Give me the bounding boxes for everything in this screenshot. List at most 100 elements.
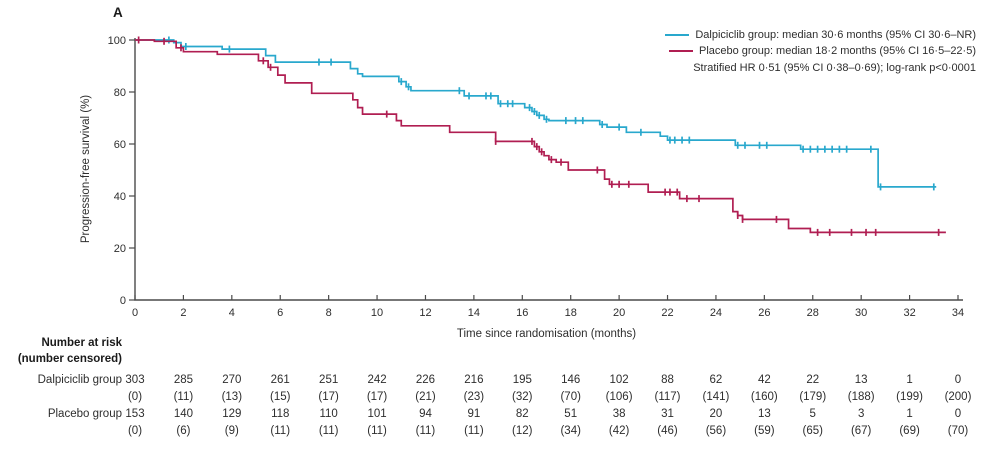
svg-text:20: 20 bbox=[114, 243, 126, 255]
risk-count: 38 bbox=[612, 408, 626, 420]
censored-count: (106) bbox=[605, 391, 633, 403]
svg-text:4: 4 bbox=[229, 307, 235, 319]
censored-count: (11) bbox=[173, 391, 194, 403]
risk-count: 140 bbox=[173, 408, 193, 420]
risk-count: 195 bbox=[512, 374, 532, 386]
risk-count: 102 bbox=[609, 374, 629, 386]
risk-table-header-2: (number censored) bbox=[17, 353, 122, 365]
placebo-line-swatch bbox=[669, 50, 693, 52]
panel-label: A bbox=[113, 5, 123, 20]
censored-count: (199) bbox=[896, 391, 923, 403]
censored-count: (12) bbox=[512, 425, 533, 437]
risk-count: 129 bbox=[222, 408, 242, 420]
censored-count: (42) bbox=[608, 425, 630, 437]
censored-count: (23) bbox=[463, 391, 485, 403]
legend-label-dalpiciclib: Dalpiciclib group: median 30·6 months (9… bbox=[695, 29, 976, 41]
svg-text:32: 32 bbox=[903, 307, 915, 319]
risk-row-label-dalpiciclib: Dalpiciclib group bbox=[37, 374, 122, 386]
censored-count: (34) bbox=[560, 425, 581, 437]
censored-count: (17) bbox=[366, 391, 388, 403]
svg-text:0: 0 bbox=[120, 295, 126, 307]
censored-count: (9) bbox=[224, 425, 239, 437]
censored-count: (13) bbox=[221, 391, 243, 403]
risk-count: 13 bbox=[854, 374, 868, 386]
censored-count: (70) bbox=[947, 425, 969, 437]
censored-count: (46) bbox=[657, 425, 678, 437]
censored-count: (11) bbox=[318, 425, 339, 437]
risk-count: 1 bbox=[906, 408, 913, 420]
risk-count: 91 bbox=[467, 408, 481, 420]
censored-count: (0) bbox=[127, 391, 143, 403]
censored-count: (56) bbox=[705, 425, 727, 437]
risk-count: 13 bbox=[757, 408, 771, 420]
risk-count: 118 bbox=[271, 408, 290, 420]
risk-count: 101 bbox=[367, 408, 387, 420]
risk-count: 88 bbox=[661, 374, 674, 386]
risk-count: 22 bbox=[806, 374, 820, 386]
svg-text:100: 100 bbox=[108, 35, 126, 47]
svg-text:20: 20 bbox=[613, 307, 625, 319]
censored-count: (59) bbox=[754, 425, 775, 437]
risk-count: 216 bbox=[464, 374, 484, 386]
svg-text:18: 18 bbox=[565, 307, 577, 319]
svg-text:12: 12 bbox=[419, 307, 431, 319]
censored-count: (179) bbox=[799, 391, 827, 403]
risk-count: 0 bbox=[954, 374, 962, 386]
risk-count: 31 bbox=[661, 408, 674, 420]
svg-text:40: 40 bbox=[114, 191, 126, 203]
censored-count: (200) bbox=[944, 391, 972, 403]
svg-text:28: 28 bbox=[807, 307, 819, 319]
svg-text:14: 14 bbox=[468, 307, 480, 319]
censored-count: (67) bbox=[850, 425, 872, 437]
risk-count: 242 bbox=[367, 374, 387, 386]
svg-text:0: 0 bbox=[132, 307, 138, 319]
risk-count: 82 bbox=[515, 408, 529, 420]
svg-text:8: 8 bbox=[326, 307, 332, 319]
censored-count: (117) bbox=[654, 391, 681, 403]
risk-count: 20 bbox=[709, 408, 723, 420]
risk-count: 303 bbox=[125, 374, 145, 386]
censored-count: (6) bbox=[176, 425, 191, 437]
risk-count: 261 bbox=[270, 374, 290, 386]
svg-text:80: 80 bbox=[114, 87, 126, 99]
legend-note-hr: Stratified HR 0·51 (95% CI 0·38–0·69); l… bbox=[693, 62, 976, 74]
svg-text:30: 30 bbox=[855, 307, 867, 319]
svg-text:2: 2 bbox=[180, 307, 186, 319]
censored-count: (15) bbox=[270, 391, 291, 403]
censored-count: (11) bbox=[270, 425, 291, 437]
risk-count: 51 bbox=[564, 408, 578, 420]
legend-label-placebo: Placebo group: median 18·2 months (95% C… bbox=[699, 45, 976, 57]
censored-count: (69) bbox=[899, 425, 920, 437]
censored-count: (17) bbox=[318, 391, 339, 403]
legend-item-dalpiciclib: Dalpiciclib group: median 30·6 months (9… bbox=[665, 27, 976, 43]
risk-row-label-placebo: Placebo group bbox=[47, 408, 122, 420]
risk-count: 62 bbox=[709, 374, 723, 386]
censored-count: (32) bbox=[512, 391, 533, 403]
svg-text:24: 24 bbox=[710, 307, 722, 319]
risk-count: 285 bbox=[173, 374, 193, 386]
x-axis-title: Time since randomisation (months) bbox=[456, 328, 637, 340]
risk-count: 146 bbox=[561, 374, 581, 386]
svg-text:16: 16 bbox=[516, 307, 528, 319]
risk-count: 251 bbox=[319, 374, 339, 386]
risk-count: 1 bbox=[906, 374, 913, 386]
dalpiciclib-line-swatch bbox=[665, 34, 690, 36]
risk-count: 5 bbox=[809, 408, 816, 420]
svg-text:26: 26 bbox=[758, 307, 770, 319]
censored-count: (11) bbox=[464, 425, 484, 437]
censored-count: (70) bbox=[560, 391, 581, 403]
censored-count: (141) bbox=[702, 391, 730, 403]
svg-text:10: 10 bbox=[371, 307, 383, 319]
censored-count: (11) bbox=[367, 425, 387, 437]
svg-text:6: 6 bbox=[277, 307, 283, 319]
risk-table-header-1: Number at risk bbox=[41, 337, 122, 349]
risk-count: 226 bbox=[415, 374, 436, 386]
censored-count: (65) bbox=[802, 425, 823, 437]
km-plot: 0 2 4 6 8 10 12 14 16 18 20 22 24 26 28 30 32 34020406080… bbox=[108, 35, 964, 319]
legend: Dalpiciclib group: median 30·6 months (9… bbox=[665, 27, 976, 76]
risk-count: 0 bbox=[954, 408, 962, 420]
censored-count: (188) bbox=[847, 391, 875, 403]
risk-count: 94 bbox=[419, 408, 432, 420]
censored-count: (11) bbox=[415, 425, 436, 437]
svg-text:60: 60 bbox=[114, 139, 126, 151]
